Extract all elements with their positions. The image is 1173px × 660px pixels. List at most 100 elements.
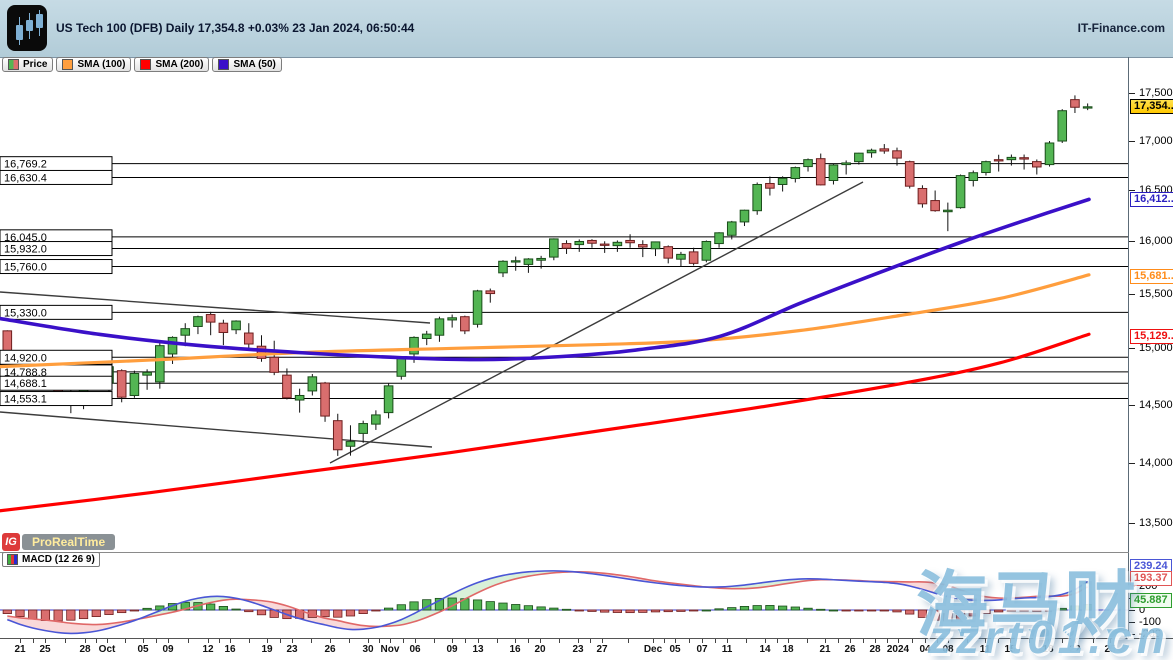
candle-body bbox=[561, 243, 572, 249]
time-axis-tick bbox=[875, 639, 876, 643]
time-axis-tick bbox=[230, 639, 231, 643]
time-axis-tick bbox=[998, 639, 999, 643]
candle-body bbox=[460, 316, 470, 332]
candle-body bbox=[269, 356, 280, 373]
time-axis-tick bbox=[1075, 639, 1076, 643]
macd-histogram-bar bbox=[1057, 607, 1067, 611]
macd-main-line bbox=[7, 570, 1089, 635]
time-axis-tick bbox=[540, 639, 541, 643]
macd-swatch-icon bbox=[7, 554, 18, 565]
candle-body bbox=[231, 320, 241, 331]
tab-price[interactable]: Price bbox=[2, 57, 54, 72]
macd-histogram-bar bbox=[892, 609, 902, 613]
time-axis-tick bbox=[528, 639, 529, 643]
candle-body bbox=[180, 328, 191, 336]
price-axis-tick bbox=[1129, 93, 1135, 94]
price-axis-tick bbox=[1129, 190, 1135, 192]
sma100-line bbox=[0, 273, 1091, 369]
time-axis-label: Oct bbox=[98, 644, 116, 655]
candle-body bbox=[167, 336, 178, 355]
candle-body bbox=[663, 246, 674, 259]
macd-signal-line bbox=[7, 571, 1089, 628]
tab-price-label: Price bbox=[23, 59, 48, 70]
macd-histogram-bar bbox=[1032, 609, 1042, 612]
time-axis-label: 18 bbox=[1042, 644, 1054, 655]
candle-body bbox=[612, 241, 623, 247]
macd-axis-tick bbox=[1129, 586, 1135, 587]
candle-body bbox=[955, 175, 966, 209]
time-axis-tick bbox=[125, 639, 126, 643]
price-axis-tick bbox=[1129, 348, 1135, 350]
candle-body bbox=[1019, 157, 1029, 160]
time-axis-tick bbox=[777, 639, 778, 643]
level-label-box bbox=[0, 391, 113, 407]
macd-axis-tick-label: -200 bbox=[1139, 628, 1162, 640]
time-axis-label: 28 bbox=[869, 644, 881, 655]
time-axis-label: 11 bbox=[979, 644, 991, 655]
tab-sma50[interactable]: SMA (50) bbox=[212, 57, 282, 72]
candle-body bbox=[587, 239, 597, 244]
tab-sma200[interactable]: SMA (200) bbox=[134, 57, 210, 72]
ig-logo: IG bbox=[2, 533, 20, 551]
tab-macd-indicator[interactable]: MACD (12 26 9) bbox=[2, 552, 100, 567]
time-axis-label: 27 bbox=[596, 644, 608, 655]
candle-body bbox=[155, 345, 165, 383]
time-axis-tick bbox=[96, 639, 97, 643]
candle-body bbox=[777, 177, 788, 185]
macd-histogram-bar bbox=[650, 609, 661, 613]
candle-body bbox=[409, 336, 419, 355]
sma100-swatch-icon bbox=[62, 59, 74, 70]
macd-histogram-bar bbox=[752, 605, 762, 611]
time-axis-tick bbox=[403, 639, 404, 643]
candle-body bbox=[943, 209, 953, 213]
time-axis-tick bbox=[653, 639, 654, 643]
macd-histogram-bar bbox=[549, 607, 559, 611]
candle-body bbox=[904, 161, 915, 187]
macd-histogram-bar bbox=[930, 609, 940, 621]
macd-fill-segment bbox=[96, 623, 109, 632]
time-axis-label: 18 bbox=[782, 644, 794, 655]
macd-histogram-bar bbox=[28, 609, 38, 620]
tab-sma100[interactable]: SMA (100) bbox=[56, 57, 132, 72]
price-axis-tick-label: 17,500 bbox=[1139, 87, 1173, 99]
time-axis-label: 04 bbox=[919, 644, 931, 655]
macd-histogram-bar bbox=[1083, 604, 1093, 611]
time-axis-tick bbox=[887, 639, 888, 643]
macd-fill-segment bbox=[32, 619, 46, 631]
macd-histogram-bar bbox=[218, 606, 228, 611]
candle-body bbox=[205, 314, 216, 323]
macd-histogram-bar bbox=[345, 609, 356, 617]
macd-histogram-bar bbox=[117, 609, 127, 614]
time-axis-tick bbox=[628, 639, 629, 643]
it-finance-link[interactable]: IT-Finance.com bbox=[1077, 21, 1165, 35]
time-axis-tick bbox=[390, 639, 391, 643]
candle-body bbox=[752, 183, 762, 212]
level-label-text: 16,769.2 bbox=[4, 159, 47, 171]
candle-body bbox=[371, 414, 381, 425]
sma50-swatch-icon bbox=[218, 59, 230, 70]
time-axis-tick bbox=[208, 639, 209, 643]
macd-histogram-bar bbox=[511, 604, 521, 611]
macd-histogram-bar bbox=[206, 603, 216, 611]
prorealtime-badge: ProRealTime bbox=[22, 534, 116, 550]
time-axis-tick bbox=[368, 639, 369, 643]
candle-body bbox=[841, 162, 851, 166]
candle-body bbox=[345, 441, 356, 447]
candle-body bbox=[1044, 142, 1055, 166]
tab-sma100-label: SMA (100) bbox=[77, 59, 126, 70]
macd-histogram-bar bbox=[854, 609, 864, 612]
macd-histogram-bar bbox=[66, 609, 76, 621]
time-axis-tick bbox=[292, 639, 293, 643]
macd-axis-tick bbox=[1129, 622, 1135, 623]
macd-histogram-bar bbox=[968, 609, 978, 617]
candle-body bbox=[421, 333, 432, 340]
candle-body bbox=[434, 318, 445, 336]
time-axis-label: Nov bbox=[380, 644, 400, 655]
macd-fill-segment bbox=[922, 581, 936, 594]
tab-sma50-label: SMA (50) bbox=[233, 59, 276, 70]
time-axis-label: 25 bbox=[1104, 644, 1116, 655]
level-label-box bbox=[0, 241, 113, 257]
time-axis-tick bbox=[825, 639, 826, 643]
candle-body bbox=[803, 159, 813, 168]
